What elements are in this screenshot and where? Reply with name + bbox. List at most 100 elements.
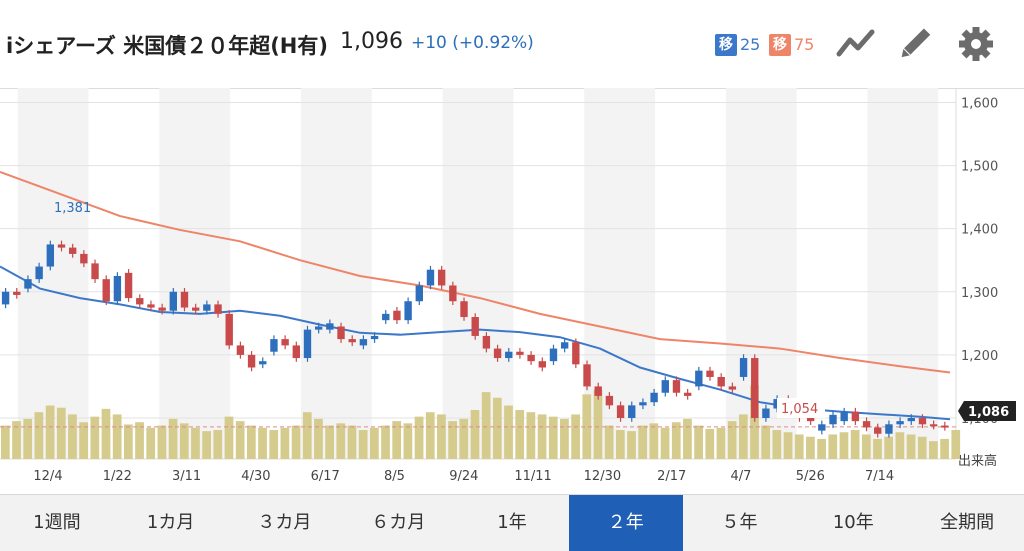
candle — [706, 366, 714, 381]
volume-bar — [448, 421, 457, 459]
x-tick-label: 3/11 — [172, 469, 201, 484]
volume-bar — [727, 421, 737, 459]
ma25-badge[interactable]: 移 — [715, 34, 737, 56]
candle — [359, 335, 368, 350]
pencil-icon[interactable] — [894, 26, 934, 62]
candle-body — [527, 354, 535, 362]
ma75-line — [0, 170, 951, 374]
candle — [572, 338, 580, 369]
candle — [683, 388, 692, 400]
price-change: +10 (+0.92%) — [411, 33, 534, 53]
volume-bar — [314, 418, 323, 459]
candle — [471, 313, 479, 340]
candle-body — [639, 402, 647, 406]
volume-bar — [101, 408, 111, 459]
period-button[interactable]: ２年 — [568, 495, 683, 551]
high-annotation: 1,381 — [54, 201, 91, 216]
period-button[interactable]: ３カ月 — [257, 512, 312, 533]
candle-body — [605, 395, 614, 406]
candle — [292, 341, 300, 362]
candle-body — [57, 244, 66, 248]
candle — [728, 382, 737, 394]
candle-body — [896, 421, 904, 425]
candle-body — [516, 351, 524, 355]
volume-bar — [940, 438, 949, 459]
period-button[interactable]: 1年 — [497, 512, 527, 533]
candle-body — [471, 317, 479, 336]
volume-bar — [302, 412, 312, 459]
candle-body — [538, 361, 546, 368]
candle — [449, 281, 457, 306]
period-button[interactable]: ６カ月 — [371, 512, 426, 533]
volume-bar — [492, 397, 502, 459]
volume-bar — [783, 432, 793, 459]
y-tick-label: 1,200 — [961, 349, 998, 364]
candle — [203, 300, 211, 315]
volume-bar — [571, 414, 580, 459]
x-tick-label: 7/14 — [865, 469, 894, 484]
volume-bar — [291, 425, 301, 459]
volume-bar — [392, 421, 402, 459]
candle-body — [460, 301, 468, 318]
period-selector: 1週間 1カ月 ３カ月 ６カ月 1年 ２年 ５年 10年 全期間 — [0, 494, 1024, 551]
volume-bar — [381, 425, 390, 459]
candle-body — [359, 339, 368, 346]
period-button[interactable]: 全期間 — [940, 512, 995, 533]
line-chart-icon[interactable] — [836, 26, 876, 62]
period-button[interactable]: 1カ月 — [146, 512, 195, 533]
ma25-value: 25 — [740, 35, 761, 54]
volume-bar — [358, 430, 368, 459]
candle-body — [437, 269, 446, 286]
volume-bar — [437, 414, 446, 459]
candle-body — [158, 307, 166, 311]
volume-bar — [917, 436, 927, 459]
x-tick-label: 12/4 — [33, 469, 62, 484]
volume-bar — [627, 431, 636, 459]
volume-bar — [772, 430, 782, 459]
volume-bar — [515, 409, 525, 459]
candle-body — [594, 386, 602, 396]
volume-bar — [179, 423, 189, 459]
ma75-badge[interactable]: 移 — [769, 34, 791, 56]
volume-bar — [537, 414, 547, 459]
volume-bar — [560, 418, 569, 459]
candle — [907, 414, 915, 425]
candle-body — [650, 392, 658, 403]
fund-title: iシェアーズ 米国債２０年超(H有) — [6, 34, 328, 58]
candle-body — [829, 414, 837, 425]
volume-bar — [34, 412, 44, 459]
candle — [583, 360, 591, 391]
candle — [247, 351, 256, 372]
x-tick-label: 4/7 — [731, 469, 752, 484]
candle — [560, 338, 569, 353]
gear-icon[interactable] — [956, 26, 996, 62]
candle-body — [862, 421, 871, 428]
candle — [437, 265, 446, 290]
candle — [225, 310, 233, 350]
period-button[interactable]: 1週間 — [33, 512, 81, 533]
period-button[interactable]: 10年 — [832, 512, 874, 533]
volume-bar — [112, 414, 122, 459]
candle — [862, 417, 871, 432]
candle — [91, 259, 99, 283]
volume-bar — [548, 416, 558, 459]
candle — [13, 287, 21, 299]
candle-body — [136, 298, 144, 305]
volume-bar — [861, 434, 871, 459]
y-tick-label: 1,500 — [961, 160, 998, 175]
candle — [303, 325, 312, 362]
chart-header: iシェアーズ 米国債２０年超(H有) 1,096 +10 (+0.92%) 移 … — [0, 0, 1024, 89]
volume-bar — [470, 409, 480, 459]
candle-body — [415, 285, 423, 302]
candle — [180, 287, 189, 312]
volume-bar — [828, 434, 838, 459]
chart-band — [867, 88, 939, 459]
candle — [840, 407, 848, 425]
candle — [616, 401, 625, 422]
x-tick-label: 5/26 — [796, 469, 825, 484]
volume-bar — [146, 427, 156, 459]
candle — [941, 421, 949, 431]
candle — [672, 376, 681, 397]
period-button[interactable]: ５年 — [721, 512, 758, 533]
